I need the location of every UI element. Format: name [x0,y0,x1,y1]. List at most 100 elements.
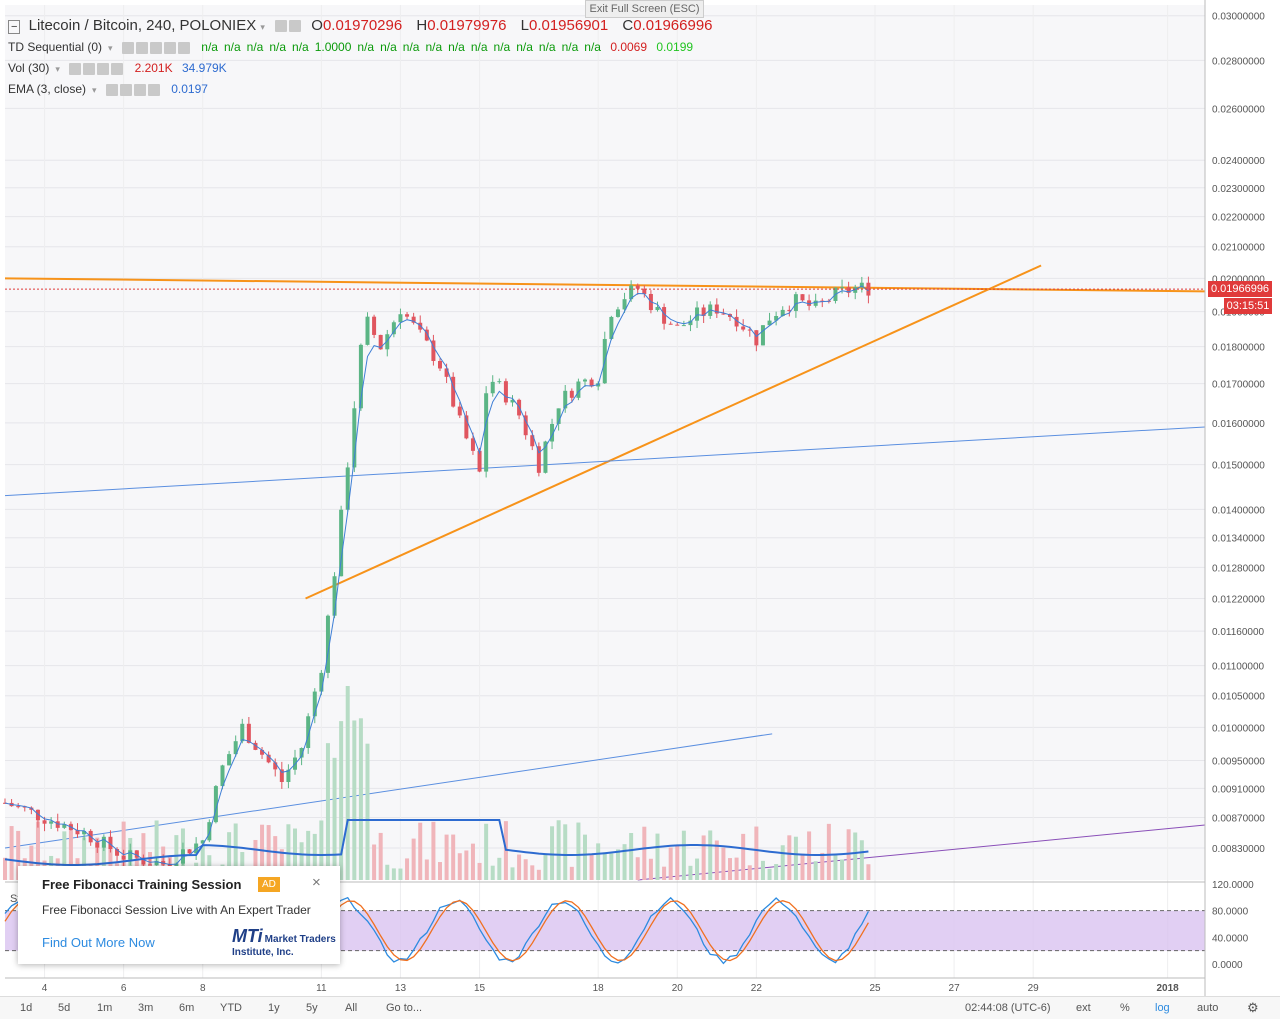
candle-body [42,820,47,824]
channel-line-top [4,426,1206,497]
ad-popup[interactable]: Free Fibonacci Training Session AD × Fre… [18,866,340,964]
stoch-tick-label: 80.0000 [1212,907,1249,918]
volume-ma-line [4,819,869,866]
td-value: n/a [246,40,264,54]
collapse-icon[interactable]: − [8,20,21,34]
percent-toggle[interactable]: % [1120,1002,1130,1014]
volume-bar [279,849,284,880]
td-value: n/a [380,40,397,54]
chevron-down-icon[interactable]: ▾ [260,22,265,32]
auto-toggle[interactable]: auto [1197,1002,1219,1014]
support-line [305,264,1042,600]
ad-description: Free Fibonacci Session Live with An Expe… [42,903,311,917]
candle-body [523,415,528,436]
candle-body [497,381,502,383]
volume-bar [556,820,561,880]
candle-body [148,864,152,866]
goto-button[interactable]: Go to... [386,1002,423,1014]
time-tick-label: 13 [395,983,407,994]
candle-body [675,324,680,326]
range-3m[interactable]: 3m [138,1002,154,1014]
plus-icon[interactable] [163,41,176,54]
volume-bar [760,860,765,880]
td-value: n/a [561,40,579,54]
exit-fullscreen-button[interactable]: Exit Full Screen (ESC) [585,0,704,18]
range-1y[interactable]: 1y [268,1002,280,1014]
chevron-down-icon[interactable]: ▾ [108,43,113,53]
settings-icon[interactable] [83,62,96,75]
candle-body [609,316,614,339]
chevron-down-icon[interactable]: ▾ [55,64,60,74]
range-6m[interactable]: 6m [179,1002,195,1014]
volume-bar [339,721,344,880]
volume-bar [299,842,304,880]
range-5y[interactable]: 5y [306,1002,318,1014]
eye-icon[interactable] [275,20,288,33]
volume-bar [846,829,851,880]
volume-bar [648,858,653,880]
log-toggle[interactable]: log [1155,1002,1170,1014]
candle-body [227,754,232,766]
settings-icon[interactable] [135,41,148,54]
volume-bar [800,853,805,880]
volume-bar [721,847,726,880]
volume-bar [517,854,522,880]
candle-body [695,307,700,321]
ad-logo: MTi Market Traders Institute, Inc. [232,926,336,958]
td-value: n/a [516,40,533,54]
ad-link[interactable]: Find Out More Now [42,935,155,950]
candle-body [200,840,205,844]
candle-body [154,861,159,865]
close-icon[interactable] [111,62,124,75]
plus-icon[interactable] [97,62,110,75]
volume-bar [444,834,449,880]
symbol-title[interactable]: Litecoin / Bitcoin, 240, POLONIEX [28,17,257,34]
range-all[interactable]: All [345,1002,358,1014]
chevron-down-icon[interactable]: ▾ [92,85,97,95]
close-icon[interactable] [177,41,190,54]
range-5d[interactable]: 5d [58,1002,71,1014]
settings-icon[interactable] [289,20,302,33]
candle-body [550,423,555,442]
stoch-tick-label: 0.0000 [1212,960,1243,971]
candle-body [358,344,363,409]
candle-body [721,313,726,315]
candle-body [82,830,87,835]
ema-value: 0.0197 [171,82,208,96]
time-tick-label: 27 [949,983,961,994]
plus-icon[interactable] [133,83,146,96]
close-icon[interactable]: × [312,874,321,891]
time-tick-label: 6 [121,983,127,994]
eye-icon[interactable] [121,41,134,54]
eye-icon[interactable] [69,62,82,75]
volume-bar [833,854,838,880]
price-tick-label: 0.00950000 [1212,757,1265,768]
candle-body [101,836,106,848]
range-ytd[interactable]: YTD [220,1002,242,1014]
time-tick-label: 8 [200,983,206,994]
close-icon[interactable] [147,83,160,96]
ema-label[interactable]: EMA (3, close) [8,82,87,96]
range-1m[interactable]: 1m [97,1002,113,1014]
volume-bar [550,826,555,880]
volume-bar [695,858,700,880]
candle-body [260,749,265,755]
candle-body [332,576,337,616]
volume-bar [372,844,377,880]
candle-body [464,415,469,439]
eye-icon[interactable] [105,83,118,96]
ext-toggle[interactable]: ext [1076,1002,1091,1014]
volume-bar [728,858,732,880]
settings-icon[interactable] [119,83,132,96]
volume-label[interactable]: Vol (30) [8,61,50,75]
indicator-lines [4,285,1205,866]
td-sequential-label[interactable]: TD Sequential (0) [8,40,103,54]
source-icon[interactable] [149,41,162,54]
ad-title: Free Fibonacci Training Session [42,877,242,892]
volume-bar [688,865,693,880]
time-tick-label: 25 [869,983,881,994]
candle-body [760,325,765,346]
candle-body [642,288,647,294]
gear-icon[interactable]: ⚙ [1247,1000,1259,1015]
range-1d[interactable]: 1d [20,1002,33,1014]
